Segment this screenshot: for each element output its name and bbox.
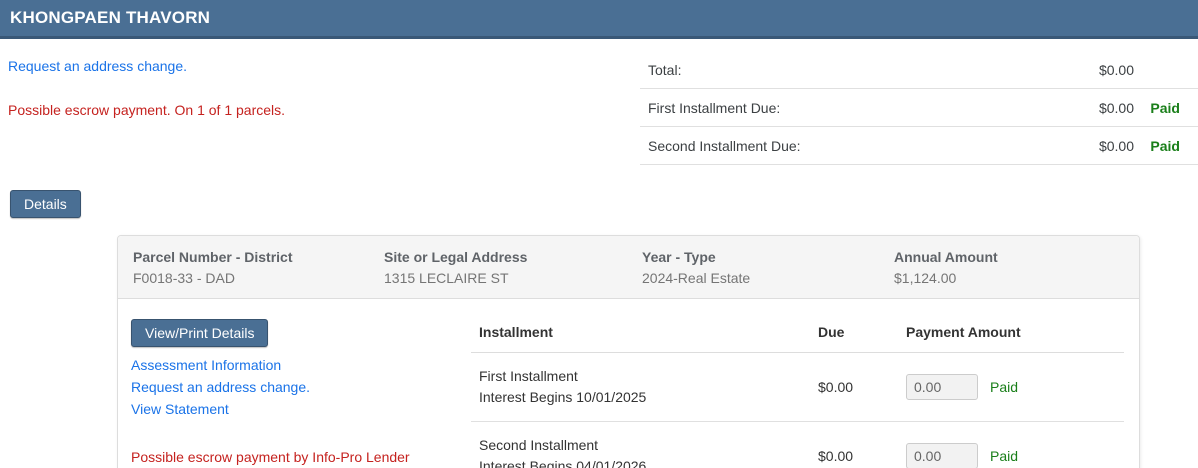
page-header: KHONGPAEN THAVORN [0,0,1198,39]
parcel-body: View/Print Details Assessment Informatio… [118,299,1139,468]
view-print-details-button[interactable]: View/Print Details [131,319,269,347]
account-notices: Request an address change. Possible escr… [0,39,285,118]
parcel-header-label: Site or Legal Address [384,249,528,265]
summary-row-first-installment: First Installment Due: $0.00 Paid [640,89,1198,127]
interest-begins: Interest Begins 10/01/2025 [479,389,647,405]
parcel-header-value: 1315 LECLAIRE ST [384,270,509,286]
parcel-header-label: Parcel Number - District [133,249,293,265]
table-row: Second Installment Interest Begins 04/01… [471,422,1124,468]
parcel-header-value: 2024-Real Estate [642,270,751,286]
parcel-number-district: Parcel Number - District F0018-33 - DAD [133,249,384,286]
summary-label: Total: [648,61,682,78]
parcel-actions: View/Print Details Assessment Informatio… [131,319,471,468]
paid-status-badge: Paid [990,448,1019,464]
summary-amount: $0.00 [1098,99,1134,116]
summary-amount: $0.00 [1098,137,1134,154]
parcel-header-value: F0018-33 - DAD [133,270,235,286]
site-or-legal-address: Site or Legal Address 1315 LECLAIRE ST [384,249,642,286]
summary-row-total: Total: $0.00 [640,51,1198,89]
annual-amount: Annual Amount $1,124.00 [894,249,1124,286]
payment-cell: Paid [906,443,1124,468]
paid-status-badge: Paid [990,379,1019,395]
installments-table-header: Installment Due Payment Amount [471,319,1124,353]
payment-amount-input[interactable] [906,374,978,400]
year-type: Year - Type 2024-Real Estate [642,249,894,286]
installment-name-cell: Second Installment Interest Begins 04/01… [479,435,818,468]
installment-name: Second Installment [479,437,599,453]
parcel-header: Parcel Number - District F0018-33 - DAD … [118,236,1139,299]
installment-name: First Installment [479,368,578,384]
column-header-installment: Installment [479,324,553,340]
summary-table: Total: $0.00 First Installment Due: $0.0… [640,39,1198,165]
summary-label: First Installment Due: [648,99,781,116]
due-amount: $0.00 [818,448,854,464]
address-change-link[interactable]: Request an address change. [8,58,188,74]
parcel-header-label: Year - Type [642,249,716,265]
assessment-information-link[interactable]: Assessment Information [131,357,282,373]
escrow-lender-notice: Possible escrow payment by Info-Pro Lend… [131,449,410,465]
payment-cell: Paid [906,374,1124,400]
summary-label: Second Installment Due: [648,137,801,154]
paid-status-badge: Paid [1150,99,1180,116]
due-amount: $0.00 [818,379,854,395]
address-change-link[interactable]: Request an address change. [131,379,311,395]
parcel-header-label: Annual Amount [894,249,998,265]
details-button[interactable]: Details [10,190,81,218]
parcel-panel: Parcel Number - District F0018-33 - DAD … [117,235,1140,468]
page-title: KHONGPAEN THAVORN [10,8,211,27]
summary-row-second-installment: Second Installment Due: $0.00 Paid [640,127,1198,165]
installment-name-cell: First Installment Interest Begins 10/01/… [479,366,818,408]
top-section: Request an address change. Possible escr… [0,39,1198,165]
summary-amount: $0.00 [1098,61,1134,78]
table-row: First Installment Interest Begins 10/01/… [471,353,1124,422]
installments-table: Installment Due Payment Amount First Ins… [471,319,1124,468]
payment-amount-input[interactable] [906,443,978,468]
escrow-notice: Possible escrow payment. On 1 of 1 parce… [8,102,286,118]
view-statement-link[interactable]: View Statement [131,401,229,417]
parcel-header-value: $1,124.00 [894,270,957,286]
interest-begins: Interest Begins 04/01/2026 [479,458,647,468]
column-header-due: Due [818,324,845,340]
column-header-payment-amount: Payment Amount [906,324,1021,340]
paid-status-badge: Paid [1150,137,1180,154]
